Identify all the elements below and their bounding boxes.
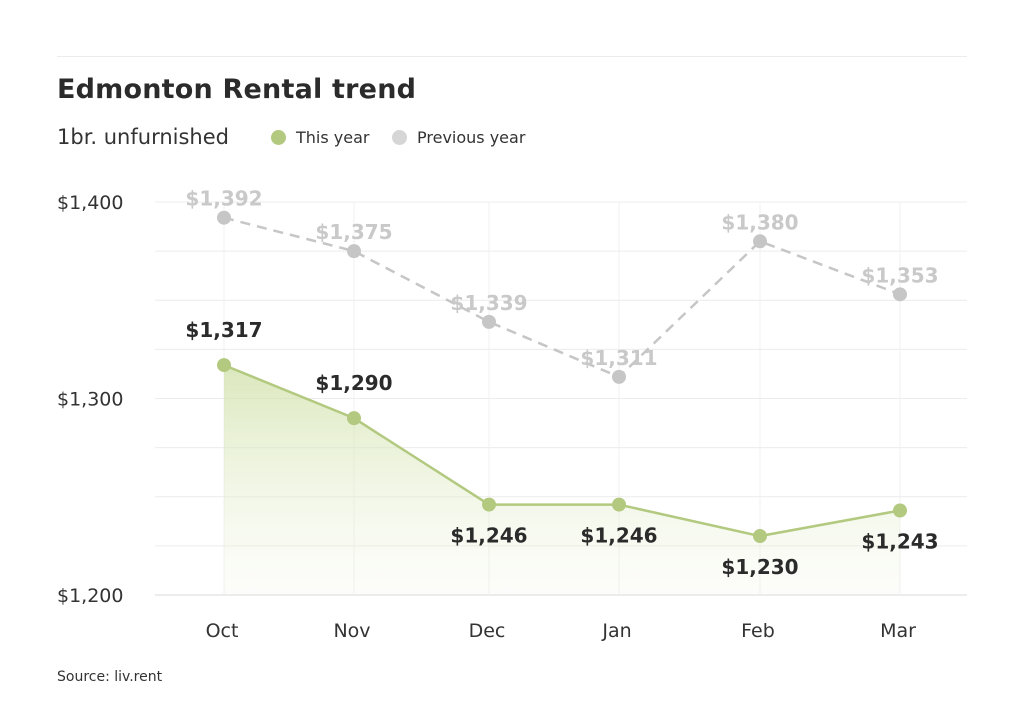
x-tick-label: Nov xyxy=(333,620,370,642)
legend-swatch-this-year xyxy=(271,130,286,145)
this-year-point xyxy=(217,358,231,373)
this-year-data-label: $1,246 xyxy=(580,524,657,548)
previous-year-data-label: $1,375 xyxy=(315,220,392,244)
previous-year-data-label: $1,339 xyxy=(450,291,527,315)
legend-label-previous-year: Previous year xyxy=(417,128,526,147)
previous-year-point xyxy=(347,244,361,259)
previous-year-data-label: $1,311 xyxy=(580,346,657,370)
this-year-data-label: $1,246 xyxy=(450,524,527,548)
y-tick-label: $1,400 xyxy=(57,192,123,214)
previous-year-line xyxy=(223,216,901,379)
series-lines xyxy=(223,216,901,538)
previous-year-point xyxy=(217,210,231,225)
this-year-point xyxy=(347,411,361,426)
previous-year-point xyxy=(612,369,626,384)
top-divider xyxy=(57,56,967,57)
chart-title: Edmonton Rental trend xyxy=(57,74,417,105)
this-year-point xyxy=(893,503,907,518)
this-year-area xyxy=(224,365,900,595)
this-year-point xyxy=(753,529,767,544)
previous-year-point xyxy=(482,314,496,329)
x-tick-label: Mar xyxy=(880,620,916,642)
x-tick-label: Oct xyxy=(206,620,239,642)
previous-year-data-label: $1,353 xyxy=(861,263,938,287)
previous-year-point xyxy=(893,287,907,302)
previous-year-point xyxy=(753,234,767,249)
legend-swatch-previous-year xyxy=(392,130,407,145)
this-year-line xyxy=(223,363,901,538)
this-year-data-label: $1,317 xyxy=(185,318,262,342)
y-tick-label: $1,300 xyxy=(57,389,123,411)
legend-item-previous-year: Previous year xyxy=(392,128,525,147)
this-year-data-label: $1,243 xyxy=(861,530,938,554)
x-tick-label: Jan xyxy=(601,620,631,642)
previous-year-data-label: $1,392 xyxy=(185,187,262,211)
this-year-data-label: $1,230 xyxy=(721,555,798,579)
chart-subtitle: 1br. unfurnished xyxy=(57,125,229,149)
x-tick-label: Feb xyxy=(741,620,775,642)
series-points xyxy=(217,210,907,544)
previous-year-data-label: $1,380 xyxy=(721,210,798,234)
x-tick-label: Dec xyxy=(469,620,506,642)
this-year-data-label: $1,290 xyxy=(315,371,392,395)
this-year-point xyxy=(612,497,626,512)
this-year-point xyxy=(482,497,496,512)
source-note: Source: liv.rent xyxy=(57,669,163,685)
this-year-area-fill xyxy=(224,365,900,595)
y-axis: $1,200 $1,300 $1,400 xyxy=(57,192,123,607)
data-labels: $1,392 $1,375 $1,339 $1,311 $1,380 $1,353 $1,3… xyxy=(185,187,938,579)
legend-label-this-year: This year xyxy=(296,128,370,147)
legend-item-this-year: This year xyxy=(271,128,369,147)
x-axis: Oct Nov Dec Jan Feb Mar xyxy=(206,620,917,642)
y-tick-label: $1,200 xyxy=(57,585,123,607)
